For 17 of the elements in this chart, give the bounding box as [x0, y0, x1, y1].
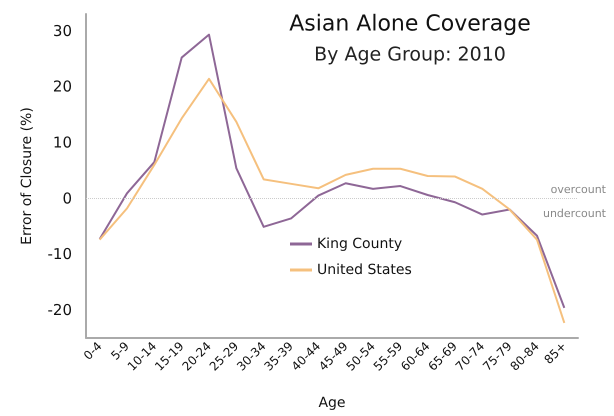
y-tick-label: -20: [48, 301, 72, 320]
legend-label: King County: [317, 236, 402, 252]
y-tick-label: 20: [52, 78, 72, 96]
annotation: overcount: [550, 183, 607, 196]
y-axis-title: Error of Closure (%): [19, 107, 35, 245]
annotation: undercount: [542, 207, 607, 220]
legend-label: United States: [317, 262, 412, 278]
x-tick-label: 0-4: [80, 339, 105, 363]
y-tick-label: 30: [52, 22, 72, 40]
y-tick-label: 0: [62, 189, 72, 208]
x-tick-label: 85+: [541, 339, 570, 367]
x-axis-title: Age: [318, 395, 346, 411]
y-tick-label: 10: [52, 133, 72, 152]
text: By Age Group: 2010: [314, 44, 506, 66]
x-tick-label: 5-9: [108, 339, 132, 363]
y-tick-label: -10: [48, 245, 72, 264]
chart-title: Asian Alone Coverage: [289, 12, 531, 36]
